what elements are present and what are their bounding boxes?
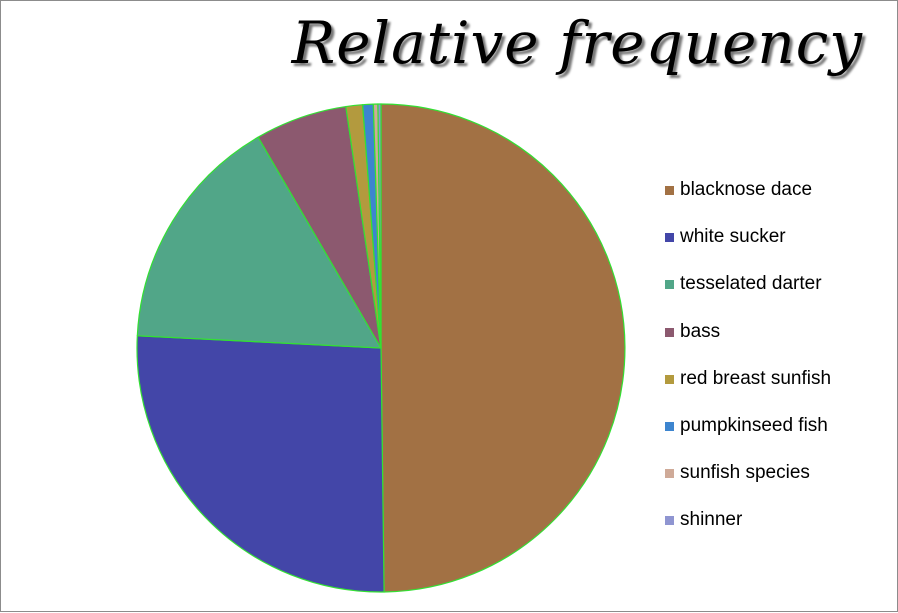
pie-slice-blacknose-dace [380,103,626,593]
legend-label: pumpkinseed fish [680,414,828,436]
legend: blacknose dace white sucker tesselated dar… [665,178,895,556]
legend-label: shinner [680,509,743,531]
legend-swatch [665,233,674,243]
legend-label: white sucker [680,226,786,248]
legend-swatch [665,186,674,195]
pie-slice-white-sucker [136,335,385,593]
legend-swatch [665,374,674,384]
legend-swatch [665,280,674,290]
legend-item: tesselated darter [665,272,895,319]
legend-item: white sucker [665,225,895,272]
legend-swatch [665,421,674,431]
legend-item: red breast sunfish [665,367,895,414]
legend-label: bass [680,320,721,342]
legend-label: sunfish species [680,462,810,484]
pie-slice-shinner [377,103,382,349]
legend-label: blacknose dace [680,179,813,200]
pie-slice-tesselated-darter [136,136,382,349]
legend-item: shinner [665,508,895,555]
legend-item: bass [665,320,895,367]
legend-item: blacknose dace [665,178,895,225]
legend-item: sunfish species [665,461,895,508]
legend-item: pumpkinseed fish [665,414,895,461]
legend-swatch [665,469,674,479]
legend-label: tesselated darter [680,273,822,295]
chart-title: Relative frequency [291,9,863,77]
legend-label: red breast sunfish [680,367,832,389]
legend-swatch [665,327,674,337]
legend-swatch [665,516,674,526]
